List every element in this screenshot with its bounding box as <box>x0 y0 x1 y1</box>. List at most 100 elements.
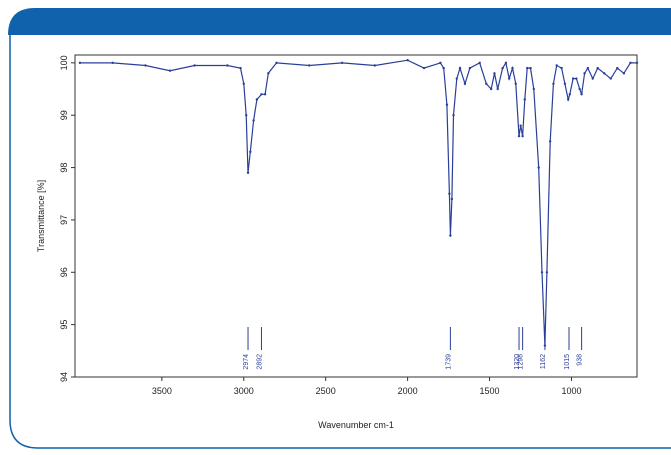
y-tick-label: 97 <box>59 215 69 225</box>
data-point <box>245 114 248 117</box>
panel-border <box>9 35 671 449</box>
data-point <box>246 171 250 175</box>
y-axis-title: Transmittance [%] <box>36 180 46 252</box>
data-point <box>532 87 535 91</box>
data-point <box>578 87 581 91</box>
x-tick-label: 2500 <box>316 386 336 396</box>
data-point <box>609 77 612 80</box>
data-point <box>523 98 526 101</box>
data-point <box>168 69 172 72</box>
x-tick-label: 3000 <box>234 386 254 396</box>
data-point <box>455 77 458 80</box>
data-point <box>555 64 558 67</box>
data-point <box>493 72 496 75</box>
data-point <box>526 66 529 70</box>
data-point <box>580 93 583 96</box>
data-point <box>449 234 452 237</box>
y-tick-label: 95 <box>59 320 69 330</box>
data-point <box>529 66 532 70</box>
data-point <box>635 61 639 65</box>
peak-label: 2974 <box>243 354 250 370</box>
data-point <box>583 72 586 75</box>
peak-label: 938 <box>577 354 584 366</box>
data-point <box>249 150 252 154</box>
data-point <box>485 82 488 85</box>
data-point <box>563 82 567 85</box>
peak-label: 1298 <box>518 354 525 370</box>
data-point <box>239 66 242 70</box>
peak-label: 1739 <box>445 354 452 370</box>
data-point <box>252 119 255 122</box>
data-point <box>452 114 455 117</box>
data-point <box>242 82 245 85</box>
data-point <box>463 82 467 85</box>
data-point <box>616 66 619 70</box>
data-point <box>442 66 445 70</box>
data-point <box>596 66 599 70</box>
data-point <box>517 134 521 138</box>
plot-frame <box>74 54 638 378</box>
data-point <box>478 61 481 65</box>
data-point <box>545 271 549 274</box>
data-point <box>511 66 514 70</box>
data-point <box>568 93 572 96</box>
data-point <box>340 61 344 65</box>
data-point <box>575 77 578 80</box>
y-tick-label: 99 <box>59 110 69 120</box>
data-point <box>521 134 524 138</box>
spectrum-line <box>79 59 637 346</box>
data-point <box>571 77 575 80</box>
data-point <box>144 64 147 67</box>
data-point <box>622 72 626 75</box>
x-tick-label: 1500 <box>480 386 500 396</box>
data-point <box>226 64 229 67</box>
data-point <box>439 61 442 65</box>
data-point <box>519 124 522 127</box>
data-point <box>489 87 493 91</box>
data-point <box>445 103 449 106</box>
data-point <box>514 82 517 85</box>
data-point <box>586 66 590 70</box>
data-point <box>111 61 114 65</box>
data-point <box>501 66 504 70</box>
data-point <box>275 61 278 65</box>
data-point <box>507 77 511 80</box>
data-point <box>267 72 270 75</box>
x-tick-label: 3500 <box>152 386 172 396</box>
data-point <box>308 64 311 67</box>
data-point <box>496 87 499 91</box>
peak-label: 1162 <box>540 354 547 369</box>
data-point <box>629 61 632 65</box>
y-tick-label: 98 <box>59 163 69 173</box>
header-band <box>8 8 671 35</box>
data-point <box>193 64 196 67</box>
y-tick-label: 94 <box>59 372 69 382</box>
y-tick-label: 96 <box>59 267 69 277</box>
data-point <box>552 82 555 85</box>
x-axis-title: Wavenumber cm-1 <box>318 420 394 430</box>
data-point <box>406 59 409 62</box>
data-point <box>566 98 570 101</box>
data-point <box>540 271 544 274</box>
y-tick-label: 100 <box>59 55 69 70</box>
data-point <box>448 192 451 195</box>
data-point <box>263 93 267 96</box>
data-point <box>603 72 606 75</box>
data-point <box>255 98 259 101</box>
data-point <box>548 140 552 143</box>
x-tick-label: 2000 <box>398 386 418 396</box>
data-point <box>504 61 508 65</box>
data-point <box>422 66 426 70</box>
x-tick-label: 1000 <box>561 386 581 396</box>
data-point <box>468 66 472 70</box>
peak-label: 1015 <box>564 354 571 370</box>
data-point <box>450 197 454 201</box>
peak-label: 1320 <box>514 354 521 370</box>
data-point <box>560 66 563 70</box>
peak-label: 2892 <box>256 354 263 370</box>
data-point <box>537 166 540 169</box>
data-point <box>260 93 263 96</box>
data-point <box>458 66 462 70</box>
data-point <box>78 61 82 65</box>
